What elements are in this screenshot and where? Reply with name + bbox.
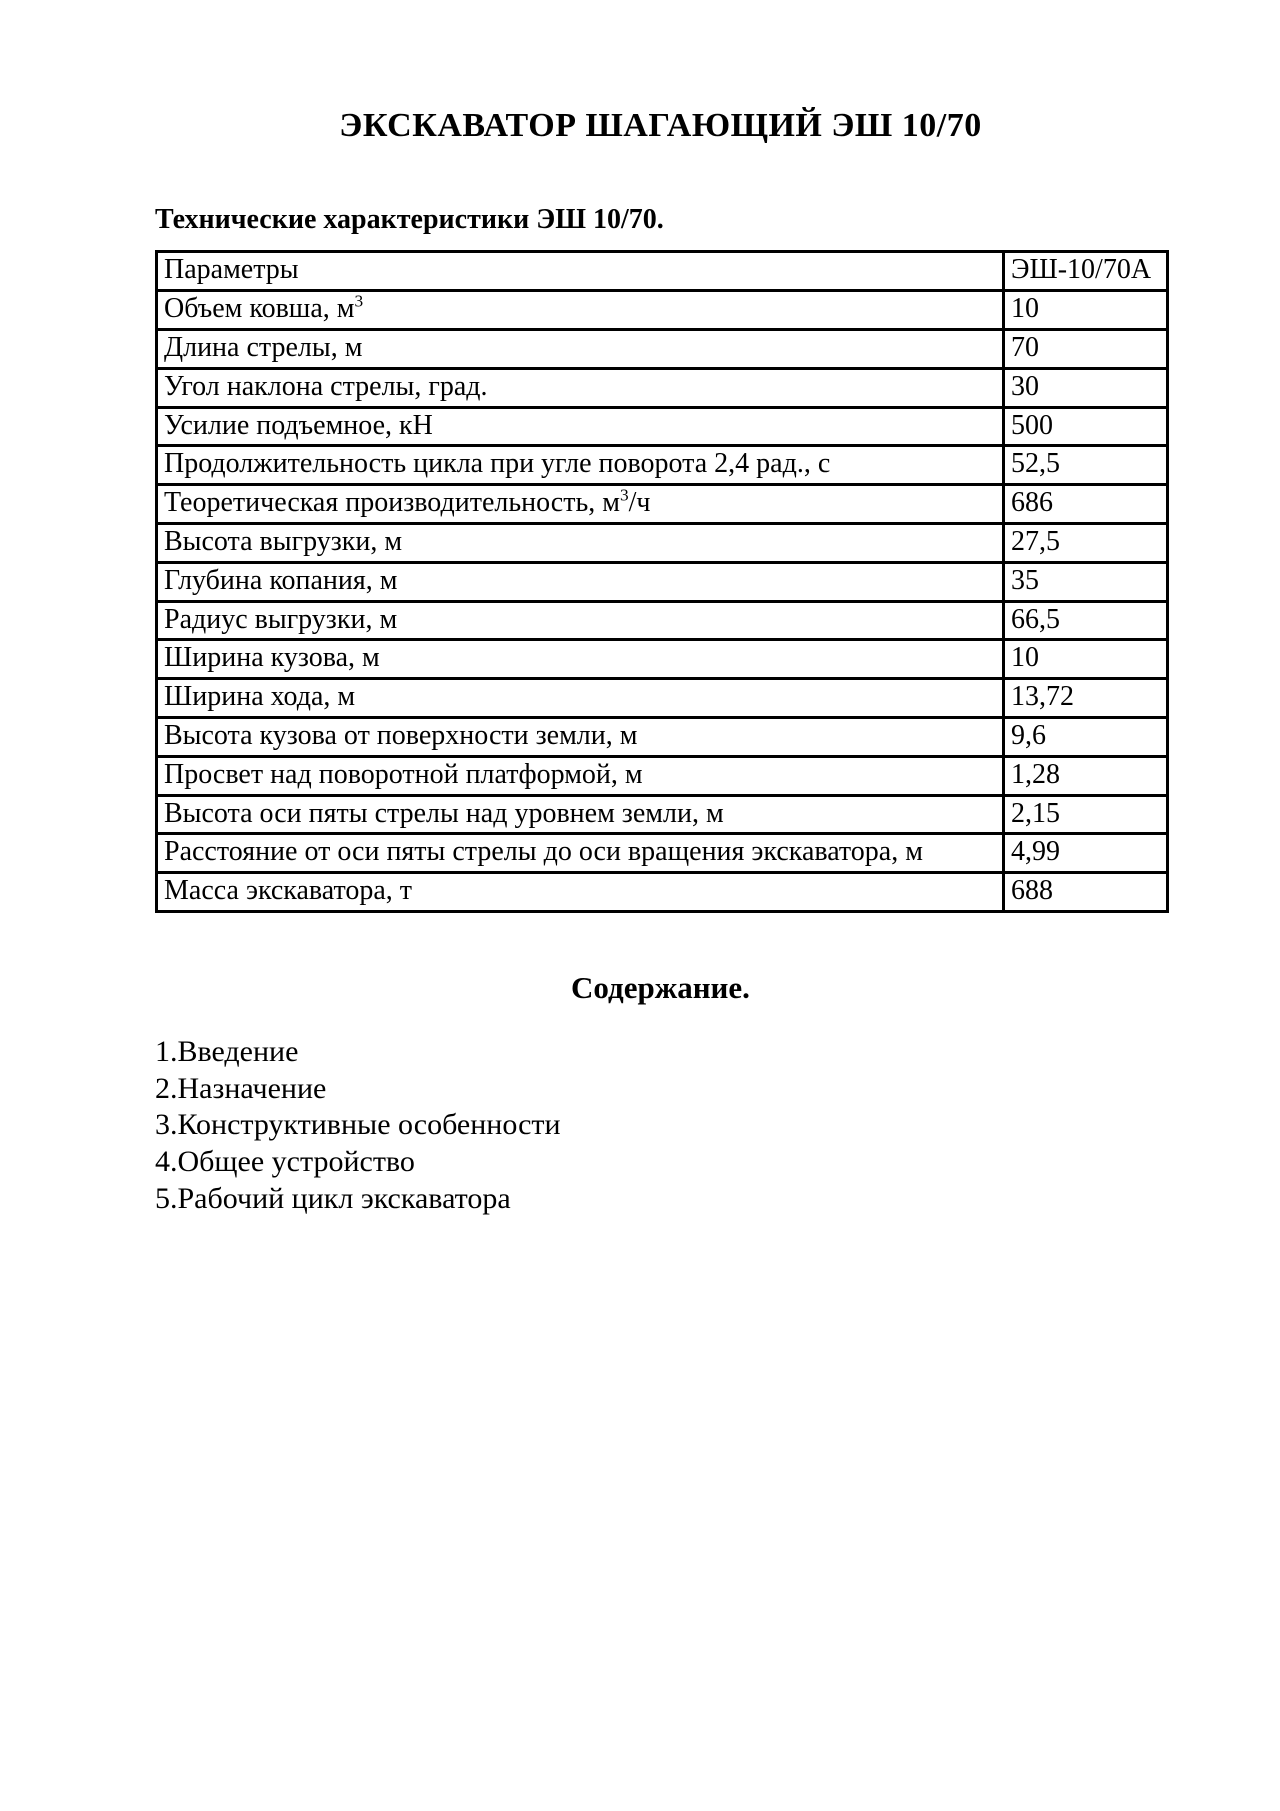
- param-cell: Ширина кузова, м: [155, 638, 1005, 681]
- value-cell: 10: [1002, 638, 1169, 681]
- table-row: Объем ковша, м3 10: [155, 289, 1169, 331]
- param-cell: Ширина хода, м: [155, 677, 1005, 719]
- value-cell: 1,28: [1002, 754, 1169, 797]
- section-heading-tech-specs: Технические характеристики ЭШ 10/70.: [155, 203, 664, 235]
- value-cell: 688: [1002, 871, 1169, 913]
- table-row: Глубина копания, м 35: [155, 560, 1169, 603]
- table-row: Просвет над поворотной платформой, м 1,28: [155, 754, 1169, 797]
- contents-heading: Содержание.: [571, 969, 750, 1005]
- value-cell: 27,5: [1002, 521, 1169, 564]
- value-header-cell: ЭШ-10/70А: [1002, 250, 1169, 293]
- param-cell: Длина стрелы, м: [155, 327, 1005, 370]
- table-row: Масса экскаватора, т 688: [155, 871, 1169, 913]
- table-row: Высота выгрузки, м 27,5: [155, 521, 1169, 564]
- param-cell: Глубина копания, м: [155, 560, 1005, 603]
- param-cell: Высота кузова от поверхности земли, м: [155, 715, 1005, 758]
- contents-list-item: 4.Общее устройство: [155, 1144, 415, 1178]
- table-row: Теоретическая производительность, м3/ч 68…: [155, 483, 1169, 525]
- contents-list-item: 3.Конструктивные особенности: [155, 1108, 561, 1142]
- value-cell: 66,5: [1002, 599, 1169, 642]
- table-row: Продолжительность цикла при угле поворот…: [155, 444, 1169, 487]
- spec-table: Параметры ЭШ-10/70А Объем ковша, м3 10 Дли…: [155, 250, 1169, 913]
- page-title: ЭКСКАВАТОР ШАГАЮЩИЙ ЭШ 10/70: [339, 107, 982, 144]
- param-cell: Угол наклона стрелы, град.: [155, 366, 1005, 409]
- table-row: Длина стрелы, м 70: [155, 327, 1169, 370]
- table-row: Радиус выгрузки, м 66,5: [155, 599, 1169, 642]
- table-row: Ширина хода, м 13,72: [155, 677, 1169, 719]
- param-cell: Продолжительность цикла при угле поворот…: [155, 444, 1005, 487]
- param-header-cell: Параметры: [155, 250, 1005, 293]
- value-cell: 70: [1002, 327, 1169, 370]
- value-cell: 35: [1002, 560, 1169, 603]
- value-cell: 13,72: [1002, 677, 1169, 719]
- value-cell: 10: [1002, 289, 1169, 331]
- contents-list: 1.Введение 2.Назначение 3.Конструктивные о…: [155, 1034, 1166, 1217]
- table-row: Ширина кузова, м 10: [155, 638, 1169, 681]
- param-cell: Усилие подъемное, кН: [155, 405, 1005, 448]
- param-cell: Радиус выгрузки, м: [155, 599, 1005, 642]
- param-cell: Теоретическая производительность, м3/ч: [155, 483, 1005, 525]
- value-cell: 52,5: [1002, 444, 1169, 487]
- value-cell: 500: [1002, 405, 1169, 448]
- document-page: ЭКСКАВАТОР ШАГАЮЩИЙ ЭШ 10/70 Технические…: [155, 0, 1169, 1217]
- table-row: Высота оси пяты стрелы над уровнем земли…: [155, 793, 1169, 836]
- value-cell: 4,99: [1002, 832, 1169, 875]
- table-row: Высота кузова от поверхности земли, м 9,6: [155, 715, 1169, 758]
- table-row: Усилие подъемное, кН 500: [155, 405, 1169, 448]
- table-row: Угол наклона стрелы, град. 30: [155, 366, 1169, 409]
- param-cell: Высота выгрузки, м: [155, 521, 1005, 564]
- table-header-row: Параметры ЭШ-10/70А: [155, 250, 1169, 293]
- contents-list-item: 2.Назначение: [155, 1071, 327, 1105]
- value-cell: 686: [1002, 483, 1169, 525]
- param-cell: Масса экскаватора, т: [155, 871, 1005, 913]
- param-cell: Просвет над поворотной платформой, м: [155, 754, 1005, 797]
- spec-table-body: Параметры ЭШ-10/70А Объем ковша, м3 10 Дли…: [155, 250, 1169, 913]
- contents-list-item: 1.Введение: [155, 1035, 299, 1069]
- param-cell: Объем ковша, м3: [155, 289, 1005, 331]
- contents-list-item: 5.Рабочий цикл экскаватора: [155, 1181, 511, 1215]
- value-cell: 9,6: [1002, 715, 1169, 758]
- value-cell: 2,15: [1002, 793, 1169, 836]
- table-row: Расстояние от оси пяты стрелы до оси вра…: [155, 832, 1169, 875]
- param-cell: Высота оси пяты стрелы над уровнем земли…: [155, 793, 1005, 836]
- value-cell: 30: [1002, 366, 1169, 409]
- param-cell: Расстояние от оси пяты стрелы до оси вра…: [155, 832, 1005, 875]
